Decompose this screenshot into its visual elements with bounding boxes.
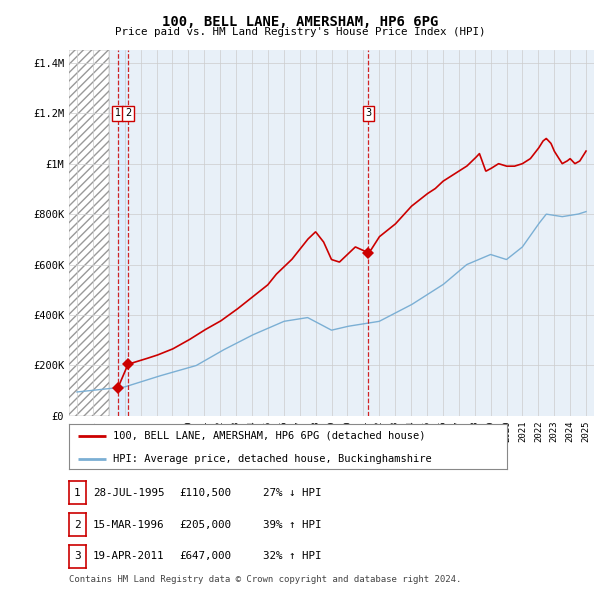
Text: 2: 2 bbox=[74, 520, 81, 529]
Text: 1: 1 bbox=[74, 488, 81, 497]
Text: 27% ↓ HPI: 27% ↓ HPI bbox=[263, 488, 322, 497]
Text: 100, BELL LANE, AMERSHAM, HP6 6PG: 100, BELL LANE, AMERSHAM, HP6 6PG bbox=[162, 15, 438, 29]
Text: Contains HM Land Registry data © Crown copyright and database right 2024.: Contains HM Land Registry data © Crown c… bbox=[69, 575, 461, 584]
Text: 1: 1 bbox=[115, 108, 121, 118]
Text: £205,000: £205,000 bbox=[179, 520, 231, 529]
Text: 2: 2 bbox=[125, 108, 131, 118]
Text: 15-MAR-1996: 15-MAR-1996 bbox=[93, 520, 164, 529]
Text: 39% ↑ HPI: 39% ↑ HPI bbox=[263, 520, 322, 529]
Bar bbox=[69, 50, 109, 416]
Text: 28-JUL-1995: 28-JUL-1995 bbox=[93, 488, 164, 497]
Text: 100, BELL LANE, AMERSHAM, HP6 6PG (detached house): 100, BELL LANE, AMERSHAM, HP6 6PG (detac… bbox=[113, 431, 425, 441]
Text: HPI: Average price, detached house, Buckinghamshire: HPI: Average price, detached house, Buck… bbox=[113, 454, 431, 464]
Text: Price paid vs. HM Land Registry's House Price Index (HPI): Price paid vs. HM Land Registry's House … bbox=[115, 27, 485, 37]
Text: 3: 3 bbox=[365, 108, 371, 118]
Text: £647,000: £647,000 bbox=[179, 552, 231, 561]
Text: £110,500: £110,500 bbox=[179, 488, 231, 497]
Text: 19-APR-2011: 19-APR-2011 bbox=[93, 552, 164, 561]
Text: 3: 3 bbox=[74, 552, 81, 561]
Bar bbox=[118, 50, 128, 416]
Text: 32% ↑ HPI: 32% ↑ HPI bbox=[263, 552, 322, 561]
